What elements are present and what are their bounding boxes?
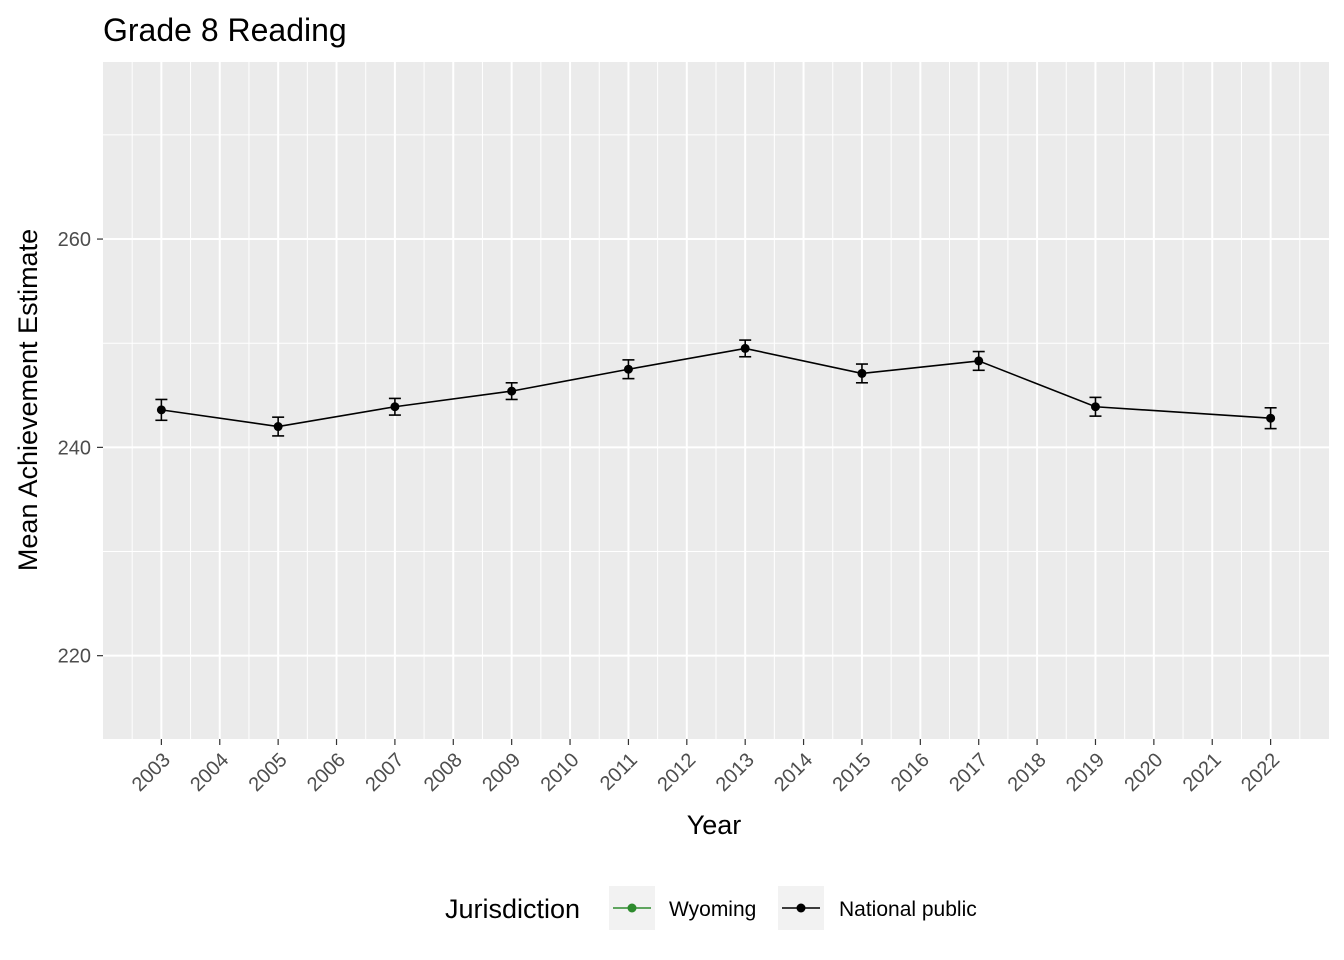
x-tick-label: 2005 [245,749,292,796]
x-tick-label: 2019 [1062,749,1109,796]
x-tick-label: 2013 [712,749,759,796]
x-tick-label: 2006 [303,749,350,796]
x-tick-label: 2004 [186,749,233,796]
data-point [857,368,867,378]
x-tick-label: 2018 [1004,749,1051,796]
x-tick-label: 2008 [420,749,467,796]
y-tick-label: 240 [58,437,91,459]
data-point [156,405,166,415]
x-tick-label: 2016 [887,749,934,796]
y-axis: 220 240 260 [58,229,103,668]
x-tick-label: 2012 [653,749,700,796]
y-axis-title: Mean Achievement Estimate [13,229,43,571]
data-point [740,343,750,353]
x-tick-label: 2015 [828,749,875,796]
data-point [623,364,633,374]
legend-label: National public [839,898,977,921]
y-tick-label: 220 [58,646,91,668]
x-tick-label: 2020 [1120,749,1167,796]
x-tick-label: 2011 [596,749,642,795]
chart-title: Grade 8 Reading [103,12,347,48]
x-tick-label: 2022 [1237,749,1284,796]
y-tick-label: 260 [58,229,91,251]
legend-key-point [796,903,806,913]
legend-label: Wyoming [669,898,756,921]
data-point [1090,402,1100,412]
x-tick-label: 2021 [1179,749,1226,796]
data-point [1266,413,1276,423]
data-point [273,422,283,432]
legend-title: Jurisdiction [445,894,580,924]
legend: Jurisdiction Wyoming National public [445,886,977,930]
series-layer [155,339,1277,437]
legend-entries: Wyoming National public [609,886,977,930]
data-point [974,356,984,366]
gridlines [103,62,1329,739]
x-tick-label: 2014 [770,749,817,796]
x-tick-label: 2010 [537,749,584,796]
x-axis-title: Year [687,810,742,840]
x-axis: 2003 2004 2005 2006 2007 2008 2009 2010 2011 2012… [128,739,1284,796]
x-tick-label: 2017 [945,749,992,796]
x-tick-label: 2007 [361,749,408,796]
data-point [507,386,517,396]
legend-key-point [627,903,637,913]
x-tick-label: 2003 [128,749,175,796]
data-point [390,402,400,412]
x-tick-label: 2009 [478,749,525,796]
series-line [161,347,1271,428]
